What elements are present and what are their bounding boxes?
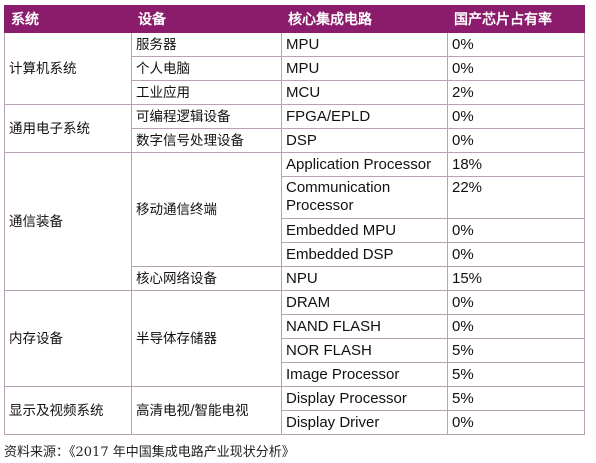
table-row: 显示及视频系统 高清电视/智能电视 Display Processor 5% [4,386,585,435]
core-ic-cell: Embedded DSP [281,242,448,267]
device-cell: 高清电视/智能电视 [131,386,282,435]
table-row: NAND FLASH 0% [5,314,585,339]
share-cell: 5% [447,362,585,387]
core-ic-cell: Embedded MPU [281,218,448,243]
share-cell: 0% [447,56,585,81]
core-ic-cell: FPGA/EPLD [281,104,448,129]
core-ic-cell: Display Driver [281,410,448,435]
system-cell: 通信装备 [4,152,132,291]
system-cell: 通用电子系统 [4,104,132,153]
core-ic-cell: MCU [281,80,448,105]
system-cell: 显示及视频系统 [4,386,132,435]
share-cell: 5% [447,386,585,411]
header-device: 设备 [131,5,282,33]
table-row: 个人电脑 MPU 0% [5,56,585,81]
share-cell: 5% [447,338,585,363]
core-ic-cell: MPU [281,32,448,57]
share-cell: 0% [447,242,585,267]
table-row: Image Processor 5% [5,362,585,387]
chip-share-table: 系统 设备 核心集成电路 国产芯片占有率 计算机系统 服务器 MPU 0% 个人… [4,5,585,435]
share-cell: 18% [447,152,585,177]
table-row: Embedded DSP 0% [5,242,585,267]
core-ic-cell: Display Processor [281,386,448,411]
table-header-row: 系统 设备 核心集成电路 国产芯片占有率 [4,5,585,33]
table-row: 工业应用 MCU 2% [5,80,585,105]
device-cell: 个人电脑 [131,56,282,81]
core-ic-cell: NAND FLASH [281,314,448,339]
table-row: 数字信号处理设备 DSP 0% [5,128,585,153]
device-cell: 数字信号处理设备 [131,128,282,153]
core-ic-cell: DSP [281,128,448,153]
device-cell: 可编程逻辑设备 [131,104,282,129]
table-row: Display Driver 0% [5,410,585,435]
core-ic-cell: NPU [281,266,448,291]
core-ic-cell: NOR FLASH [281,338,448,363]
header-domestic-share: 国产芯片占有率 [447,5,585,33]
share-cell: 0% [447,290,585,315]
device-cell: 工业应用 [131,80,282,105]
table-row: 通用电子系统 可编程逻辑设备 FPGA/EPLD 0% [4,104,585,153]
header-system: 系统 [4,5,132,33]
share-cell: 15% [447,266,585,291]
device-cell: 核心网络设备 [131,266,282,291]
core-ic-cell: MPU [281,56,448,81]
device-cell: 半导体存储器 [131,290,282,387]
table-row: Communication Processor 22% [5,176,585,219]
share-cell: 22% [447,176,585,219]
chip-share-table-container: 系统 设备 核心集成电路 国产芯片占有率 计算机系统 服务器 MPU 0% 个人… [4,5,585,435]
header-core-ic: 核心集成电路 [281,5,448,33]
core-ic-cell: Image Processor [281,362,448,387]
system-cell: 内存设备 [4,290,132,387]
share-cell: 0% [447,104,585,129]
share-cell: 0% [447,128,585,153]
device-cell: 服务器 [131,32,282,57]
table-row: 计算机系统 服务器 MPU 0% [4,32,585,105]
share-cell: 0% [447,218,585,243]
system-cell: 计算机系统 [4,32,132,105]
share-cell: 0% [447,314,585,339]
source-note: 资料来源：《2017 年中国集成电路产业现状分析》 [4,445,295,460]
share-cell: 0% [447,410,585,435]
core-ic-cell: Application Processor [281,152,448,177]
device-cell: 移动通信终端 [131,152,282,267]
table-row: 通信装备 移动通信终端 Application Processor 18% [4,152,585,291]
share-cell: 0% [447,32,585,57]
table-row: 核心网络设备 NPU 15% [5,266,585,291]
core-ic-cell: Communication Processor [281,176,448,219]
core-ic-cell: DRAM [281,290,448,315]
table-row: 内存设备 半导体存储器 DRAM 0% [4,290,585,387]
share-cell: 2% [447,80,585,105]
